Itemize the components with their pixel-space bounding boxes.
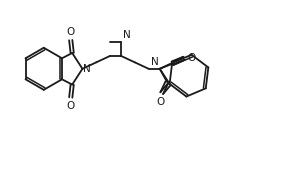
Text: O: O	[67, 101, 75, 111]
Text: O: O	[67, 27, 75, 37]
Text: O: O	[156, 97, 164, 106]
Text: O: O	[188, 53, 196, 63]
Text: N: N	[83, 64, 91, 74]
Text: N: N	[122, 30, 130, 40]
Text: N: N	[150, 57, 158, 67]
